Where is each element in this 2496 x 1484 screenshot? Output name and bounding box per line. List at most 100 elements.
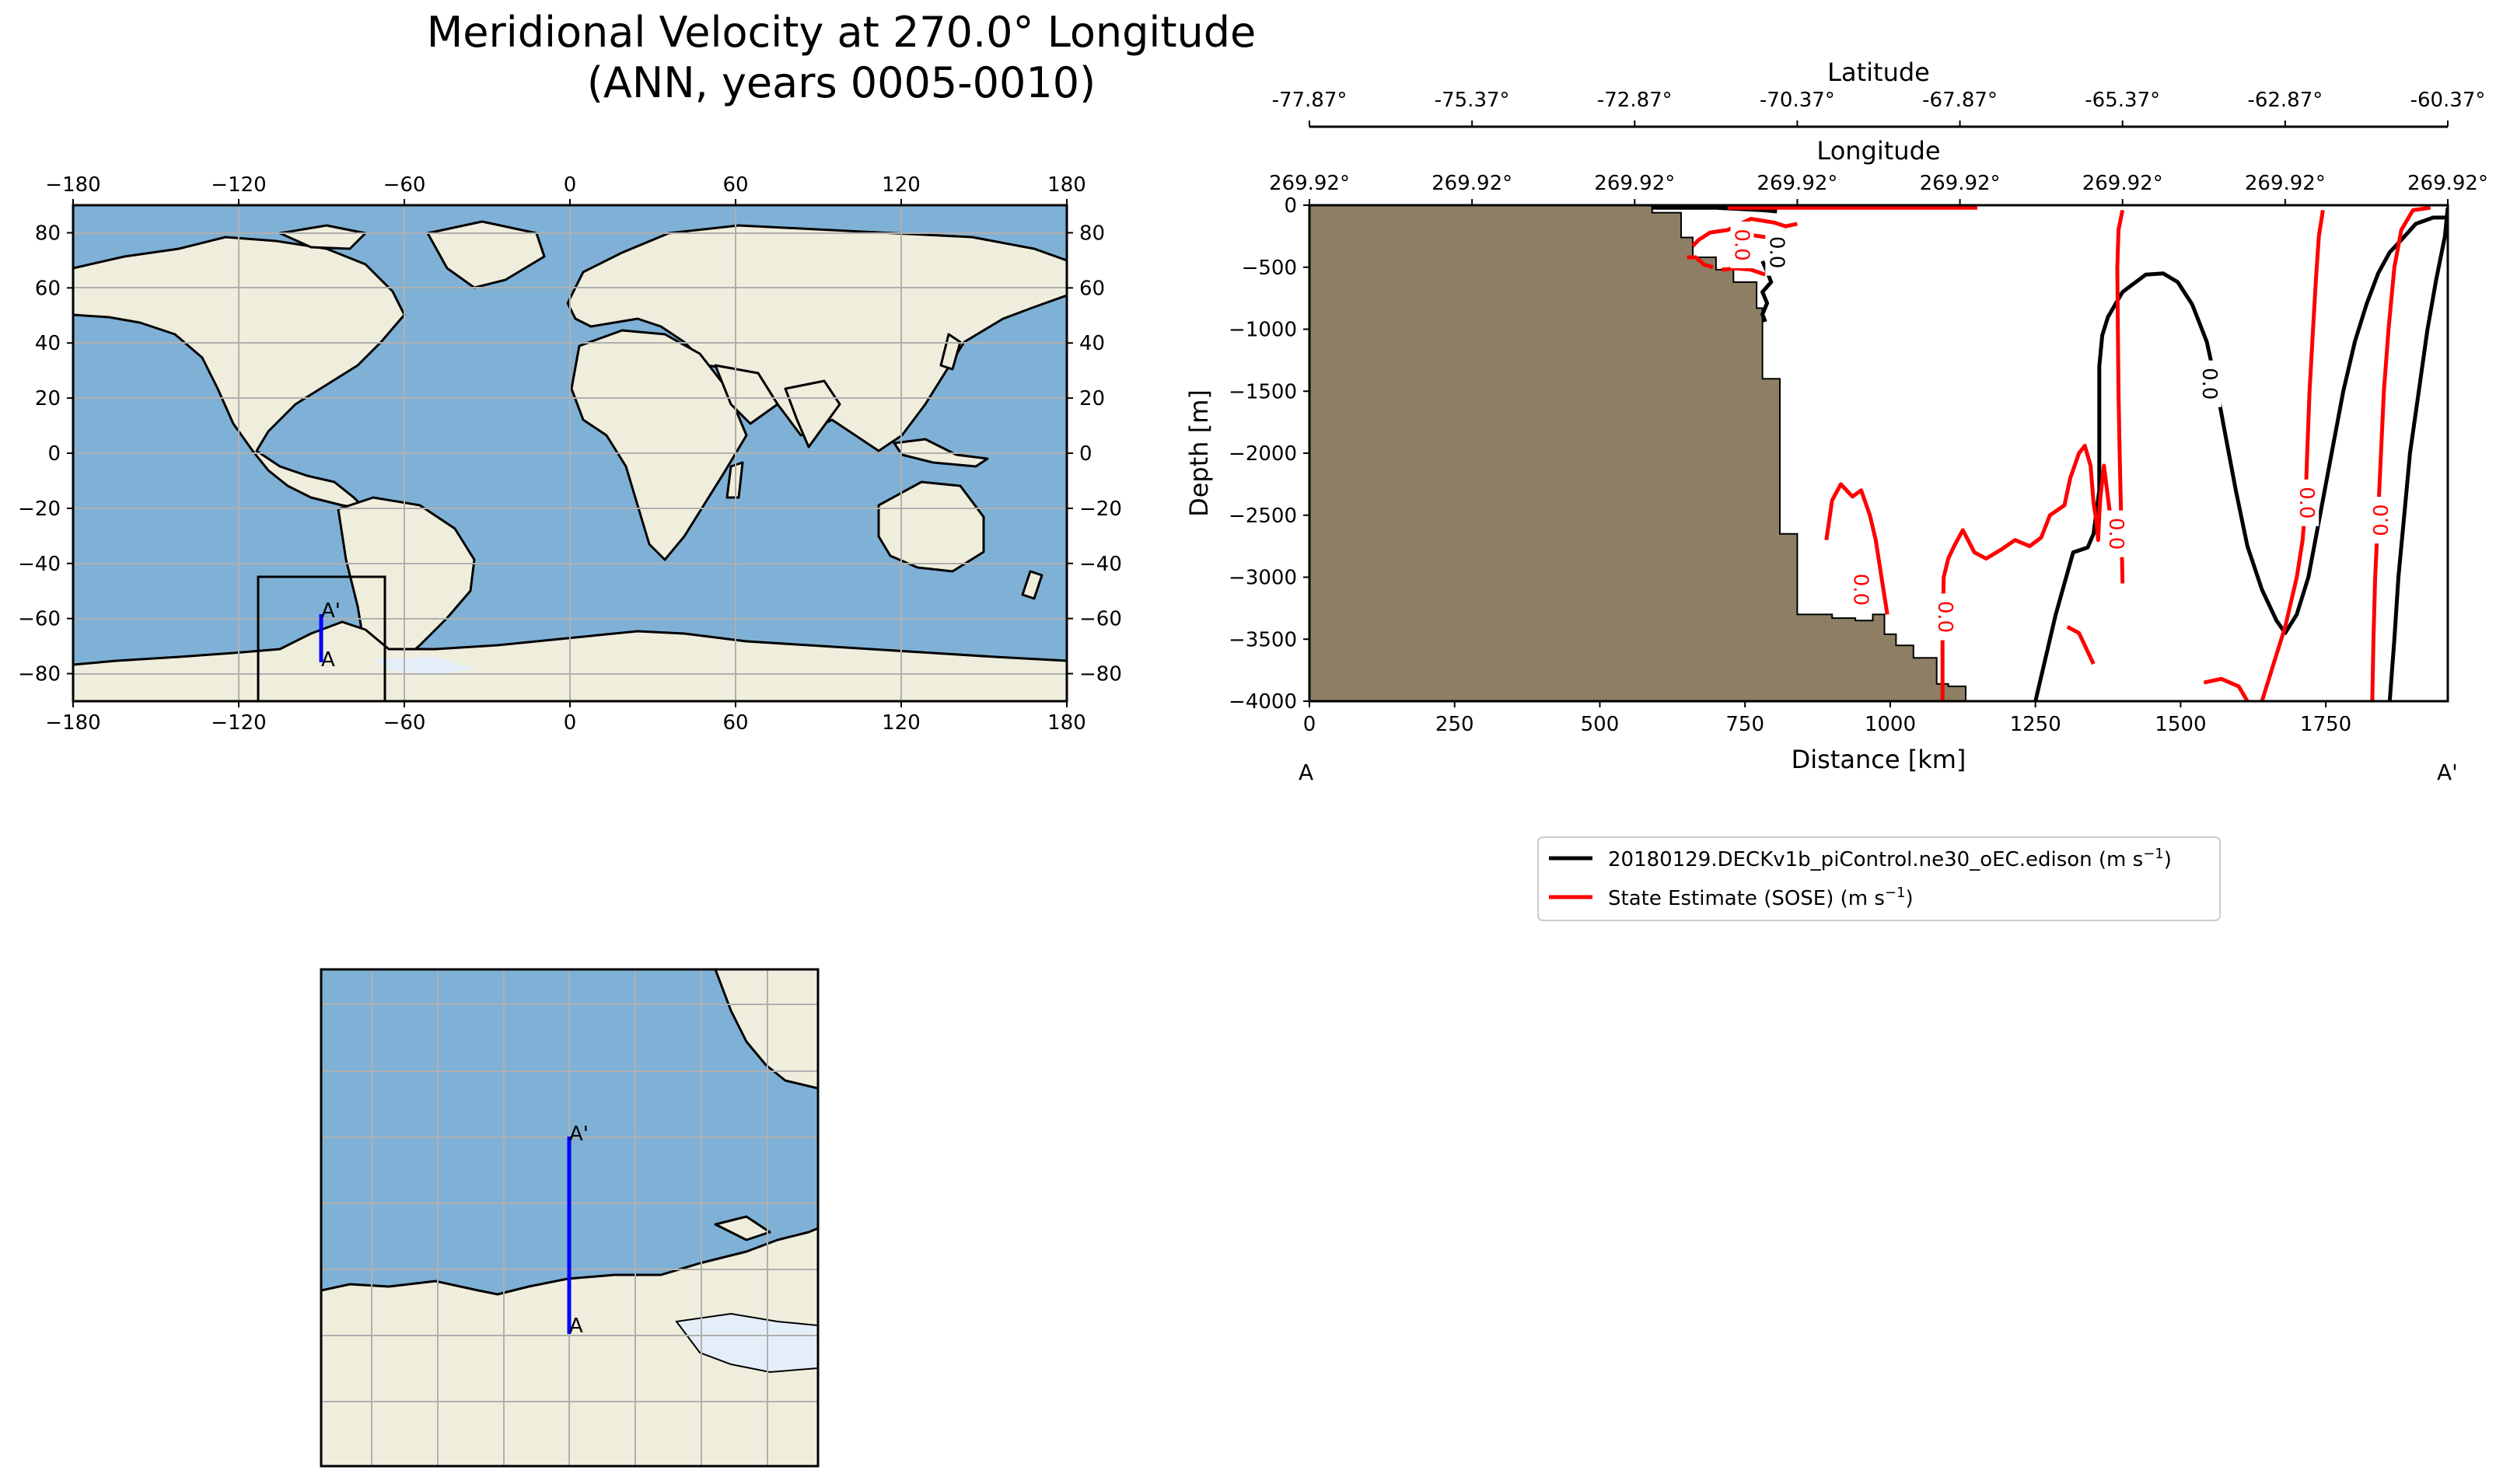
global-ytick-left-label-7: −60: [18, 608, 61, 631]
legend-model-close: ): [2164, 848, 2172, 871]
obs-contour-9: [2260, 210, 2325, 701]
legend-model-name: 20180129.DECKv1b_piControl.ne30_oEC.edis…: [1608, 848, 2092, 871]
section-xtick-label-4: 1000: [1865, 713, 1916, 736]
global-ytick-right-label-2: 40: [1079, 332, 1105, 355]
global-xticks-bottom: −180 −120 −60 0 60 120 180: [45, 701, 1086, 735]
section-lat-tick-label-6: -62.87°: [2247, 89, 2323, 112]
global-xtick-top-label-1: −120: [211, 173, 266, 197]
contour-label-7: 0.0: [2370, 504, 2393, 536]
section-end-label: A': [2437, 759, 2458, 785]
global-xticks-top: −180 −120 −60 0 60 120 180: [45, 173, 1086, 205]
global-xtick-top-label-2: −60: [383, 173, 426, 197]
global-xtick-bottom-label-0: −180: [45, 711, 100, 735]
contour-label-5: 0.0: [2104, 518, 2127, 550]
section-xtick-label-1: 250: [1435, 713, 1474, 736]
legend-model-label: 20180129.DECKv1b_piControl.ne30_oEC.edis…: [1608, 846, 2172, 871]
section-lon-tick-label-2: 269.92°: [1594, 172, 1675, 195]
section-ytick-label-0: 0: [1284, 194, 1297, 218]
global-yticks-left: 80 60 40 20 0 −20 −40 −60 −80: [18, 222, 73, 686]
section-middle-axis-label: Longitude: [1816, 136, 1940, 166]
contours: [1652, 205, 2448, 701]
model-contour-3: [2387, 207, 2448, 701]
contour-label-3: 0.0: [1849, 574, 1872, 606]
obs-contour-10: [2203, 676, 2250, 701]
global-xtick-bottom-label-4: 60: [722, 711, 748, 735]
global-transect-end-label: A': [321, 599, 341, 623]
obs-contour-7: [2066, 625, 2096, 665]
global-xtick-top-label-6: 180: [1047, 173, 1086, 197]
section-lon-tick-label-3: 269.92°: [1757, 172, 1837, 195]
global-ytick-right-label-7: −60: [1079, 608, 1122, 631]
section-ytick-label-2: −1000: [1229, 319, 1297, 342]
section-xtick-label-7: 1750: [2300, 713, 2351, 736]
section-lat-tick-label-7: -60.37°: [2410, 89, 2486, 112]
obs-contour-11: [2370, 205, 2431, 701]
obs-contour-6: [1940, 443, 2119, 701]
contour-labels: 0.0 0.0 0.0 0.0 0.0 0.0 0.0 0.0: [1729, 222, 2393, 641]
section-start-label: A: [1299, 759, 1313, 785]
section-top-axis-label: Latitude: [1827, 58, 1930, 87]
global-gridlines: [73, 205, 1067, 701]
contour-label-0: 0.0: [1764, 236, 1788, 268]
global-xtick-top-label-0: −180: [45, 173, 100, 197]
contour-label-6: 0.0: [2295, 487, 2318, 519]
section-xtick-label-2: 500: [1581, 713, 1620, 736]
zoom-transect-start-label: A: [569, 1315, 583, 1338]
contour-label-2: 0.0: [1729, 229, 1753, 260]
legend-obs-units: (m s: [1841, 887, 1885, 910]
global-ytick-left-label-4: 0: [47, 442, 61, 466]
global-ytick-right-label-1: 60: [1079, 277, 1105, 300]
legend-obs-exponent: −1: [1885, 885, 1906, 901]
contour-label-bg-0: [1765, 229, 1789, 276]
section-xtick-label-6: 1500: [2155, 713, 2206, 736]
global-yticks-right: 80 60 40 20 0 −20 −40 −60 −80: [1067, 222, 1122, 686]
global-ytick-right-label-5: −20: [1079, 498, 1122, 521]
section-ytick-label-8: −4000: [1229, 690, 1297, 714]
global-ytick-left-label-0: 80: [35, 222, 61, 245]
zoom-ice-shelf: [675, 1312, 818, 1374]
section-lat-tick-label-0: -77.87°: [1272, 89, 1348, 112]
section-lat-tick-label-5: -65.37°: [2085, 89, 2160, 112]
global-ytick-right-label-0: 80: [1079, 222, 1105, 245]
section-ylabel: Depth [m]: [1184, 389, 1214, 517]
legend-model-units: (m s: [2099, 848, 2143, 871]
obs-contour-5: [1824, 482, 1889, 615]
global-xtick-bottom-label-1: −120: [211, 711, 266, 735]
section-lat-tick-label-3: -70.37°: [1760, 89, 1835, 112]
obs-contour-3: [1722, 266, 1767, 277]
global-ice-shelf: [373, 657, 474, 675]
global-ytick-right-label-6: −40: [1079, 553, 1122, 576]
contour-label-bg-2: [1730, 222, 1754, 269]
global-ytick-left-label-2: 40: [35, 332, 61, 355]
global-xtick-bottom-label-3: 0: [564, 711, 577, 735]
section-xtick-label-5: 1250: [2010, 713, 2061, 736]
section-xlabel: Distance [km]: [1792, 745, 1966, 774]
global-ytick-left-label-3: 20: [35, 387, 61, 410]
section-ytick-label-3: −1500: [1229, 380, 1297, 403]
global-ytick-left-label-1: 60: [35, 277, 61, 300]
contour-label-bg-1: [2197, 360, 2222, 407]
obs-contour-2: [1687, 255, 1714, 270]
global-xtick-bottom-label-2: −60: [383, 711, 426, 735]
global-ytick-left-label-5: −20: [18, 498, 61, 521]
transect-section: 0 250 500 750 1000 1250 1500 1750 0 −500 −1000 −15…: [1184, 58, 2488, 785]
section-ytick-label-1: −500: [1242, 257, 1297, 280]
legend-box: [1537, 836, 2221, 921]
global-xtick-bottom-label-6: 180: [1047, 711, 1086, 735]
section-lon-tick-label-0: 269.92°: [1269, 172, 1350, 195]
contour-label-bg-7: [2369, 497, 2393, 544]
section-lon-tick-label-5: 269.92°: [2082, 172, 2163, 195]
global-xtick-top-label-5: 120: [882, 173, 921, 197]
section-ytick-label-6: −3000: [1229, 567, 1297, 590]
section-lat-tick-label-2: -72.87°: [1597, 89, 1673, 112]
figure-title-line2: (ANN, years 0005-0010): [587, 58, 1096, 107]
zoom-transect-end-label: A': [569, 1123, 589, 1146]
contour-label-bg-3: [1849, 566, 1873, 613]
section-lat-tick-label-4: -67.87°: [1922, 89, 1998, 112]
section-ytick-label-7: −3500: [1229, 628, 1297, 651]
section-lon-tick-label-4: 269.92°: [1920, 172, 2001, 195]
section-lat-tick-label-1: -75.37°: [1435, 89, 1510, 112]
contour-label-4: 0.0: [1933, 601, 1956, 633]
contour-label-bg-5: [2105, 510, 2129, 557]
